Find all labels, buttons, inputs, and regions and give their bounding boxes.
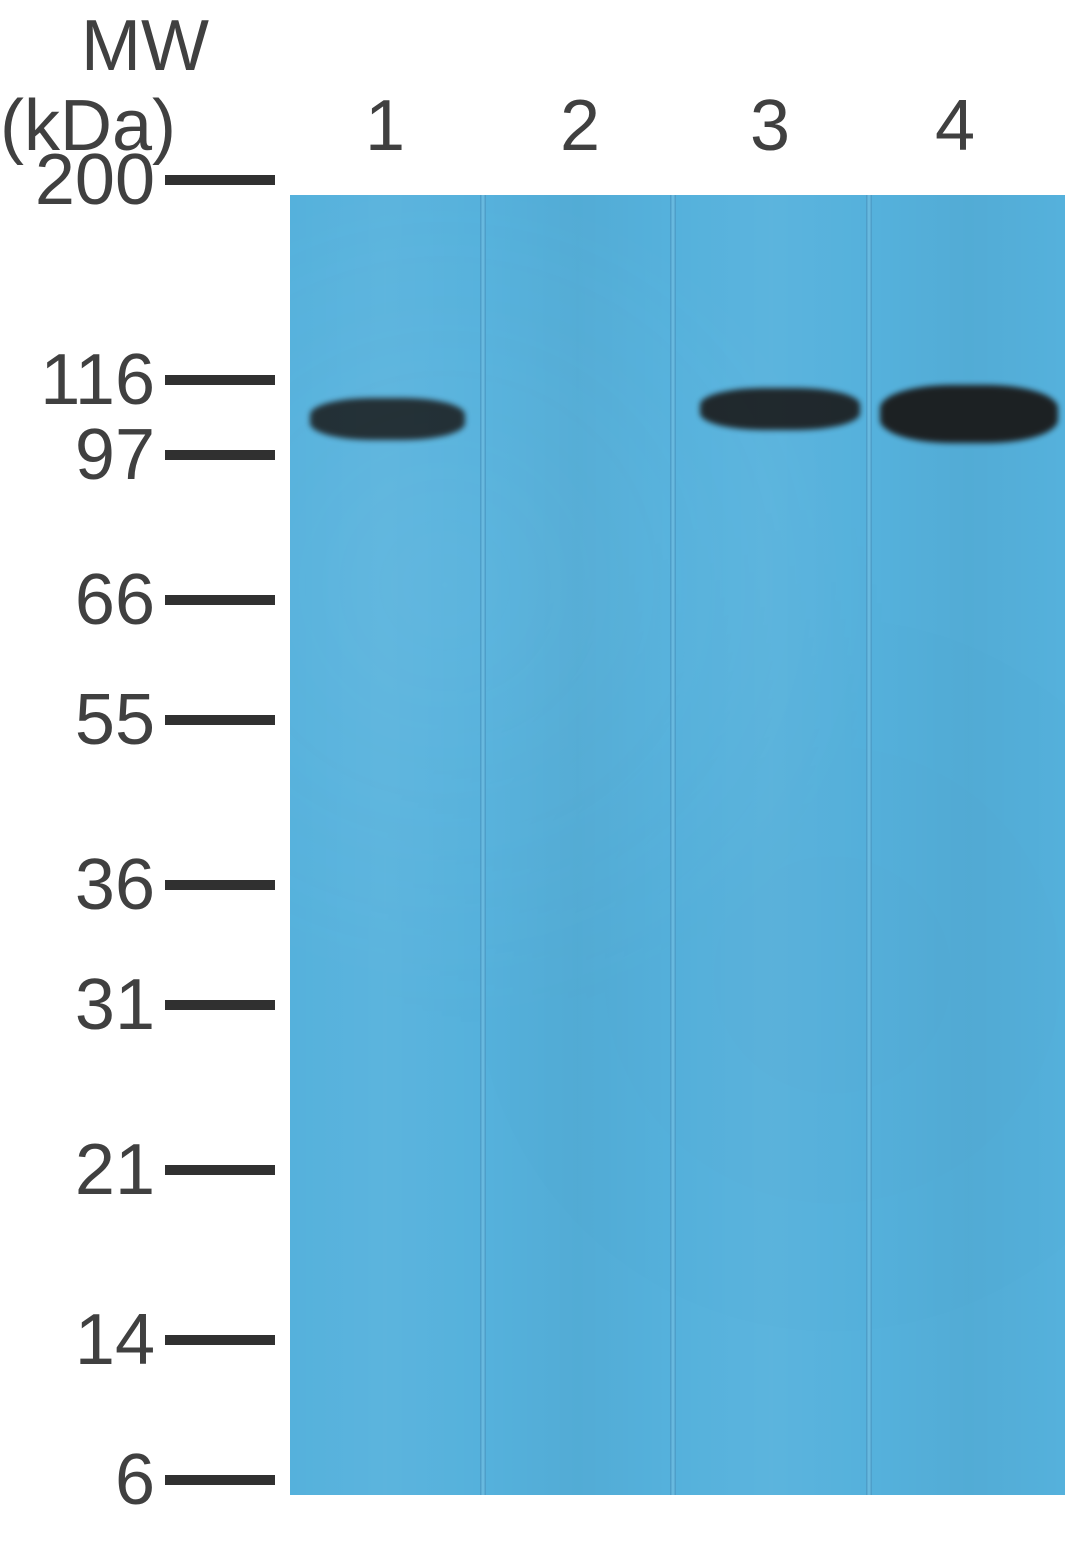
tick-mark-66 — [165, 595, 275, 605]
protein-band-lane-4 — [880, 385, 1058, 443]
lane-label-3: 3 — [750, 85, 790, 167]
protein-band-lane-3 — [700, 388, 860, 430]
mw-marker-66: 66 — [5, 559, 155, 641]
mw-marker-14: 14 — [5, 1299, 155, 1381]
western-blot-figure: MW (kDa) 200116976655363121146 1234 — [0, 0, 1080, 1543]
mw-marker-55: 55 — [5, 679, 155, 761]
lane-label-1: 1 — [365, 85, 405, 167]
mw-marker-21: 21 — [5, 1129, 155, 1211]
tick-mark-6 — [165, 1475, 275, 1485]
mw-marker-31: 31 — [5, 964, 155, 1046]
lane-separator-3 — [866, 195, 872, 1495]
lane-label-2: 2 — [560, 85, 600, 167]
tick-mark-97 — [165, 450, 275, 460]
tick-mark-200 — [165, 175, 275, 185]
mw-marker-6: 6 — [5, 1439, 155, 1521]
lane-label-4: 4 — [935, 85, 975, 167]
tick-mark-21 — [165, 1165, 275, 1175]
lane-shade-1 — [290, 195, 480, 1495]
protein-band-lane-1 — [310, 398, 465, 440]
tick-mark-31 — [165, 1000, 275, 1010]
tick-mark-14 — [165, 1335, 275, 1345]
mw-header-label: MW — [45, 5, 245, 87]
mw-marker-36: 36 — [5, 844, 155, 926]
tick-mark-55 — [165, 715, 275, 725]
lane-separator-2 — [670, 195, 676, 1495]
tick-mark-36 — [165, 880, 275, 890]
mw-marker-97: 97 — [5, 414, 155, 496]
mw-marker-200: 200 — [5, 139, 155, 221]
lane-separator-1 — [480, 195, 486, 1495]
mw-marker-116: 116 — [5, 339, 155, 421]
tick-mark-116 — [165, 375, 275, 385]
lane-shade-2 — [485, 195, 670, 1495]
